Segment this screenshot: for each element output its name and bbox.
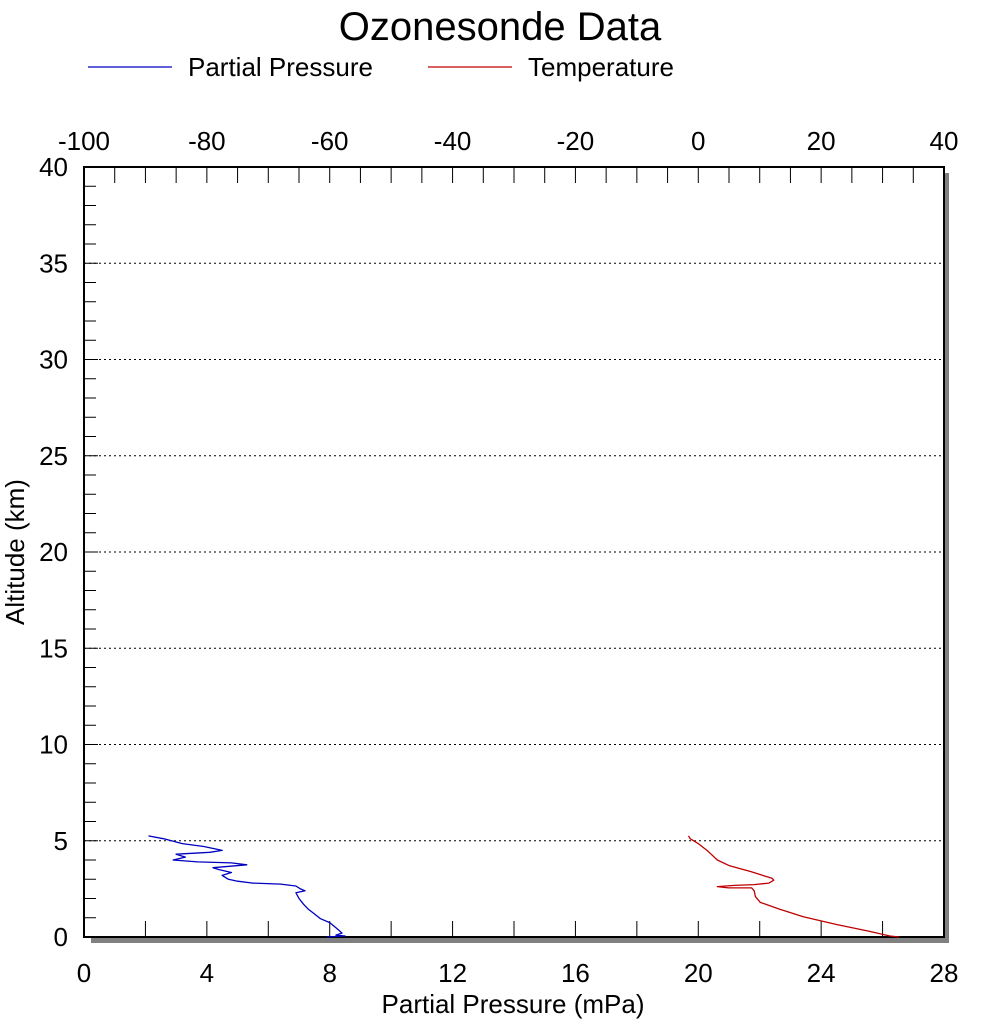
x-bottom-tick-label: 20: [684, 958, 713, 988]
tick-marks: [83, 166, 945, 938]
y-tick-label: 5: [54, 826, 68, 856]
chart-title: Ozonesonde Data: [339, 5, 662, 49]
y-tick-label: 10: [39, 730, 68, 760]
x-bottom-tick-label: 8: [322, 958, 336, 988]
x-axis-label: Partial Pressure (mPa): [382, 989, 645, 1019]
x-top-tick-label: -20: [557, 126, 595, 156]
x-bottom-tick-label: 4: [200, 958, 214, 988]
x-bottom-tick-label: 12: [438, 958, 467, 988]
y-tick-label: 40: [39, 152, 68, 182]
x-top-tick-label: -80: [188, 126, 226, 156]
x-top-tick-label: -40: [434, 126, 472, 156]
y-axis-label: Altitude (km): [0, 479, 30, 625]
x-top-tick-label: 40: [930, 126, 959, 156]
gridlines: [84, 262, 944, 842]
legend-label-temperature: Temperature: [528, 52, 674, 82]
y-tick-label: 15: [39, 633, 68, 663]
y-tick-label: 20: [39, 537, 68, 567]
x-bottom-tick-label: 28: [930, 958, 959, 988]
legend-label-partial-pressure: Partial Pressure: [188, 52, 373, 82]
x-bottom-tick-label: 24: [807, 958, 836, 988]
frame-shadow-right: [943, 173, 949, 943]
x-top-tick-label: 20: [807, 126, 836, 156]
legend: Partial Pressure Temperature: [88, 52, 674, 82]
x-bottom-tick-label: 16: [561, 958, 590, 988]
series-line-temperature: [687, 835, 900, 938]
data-series: [148, 835, 900, 938]
x-bottom-tick-label: 0: [77, 958, 91, 988]
y-tick-label: 25: [39, 441, 68, 471]
y-tick-label: 35: [39, 248, 68, 278]
x-top-tick-label: -100: [58, 126, 110, 156]
tick-labels: 0 5 10 15 20 25 30 35 40 0 4 8 12 16 20 24 28 -100 -80 -60 -…: [39, 126, 958, 988]
x-top-tick-label: -60: [311, 126, 349, 156]
frame-shadow-bottom: [91, 937, 949, 943]
series-line-partial-pressure: [148, 835, 346, 938]
x-top-tick-label: 0: [691, 126, 705, 156]
y-tick-label: 0: [54, 922, 68, 952]
y-tick-label: 30: [39, 345, 68, 375]
